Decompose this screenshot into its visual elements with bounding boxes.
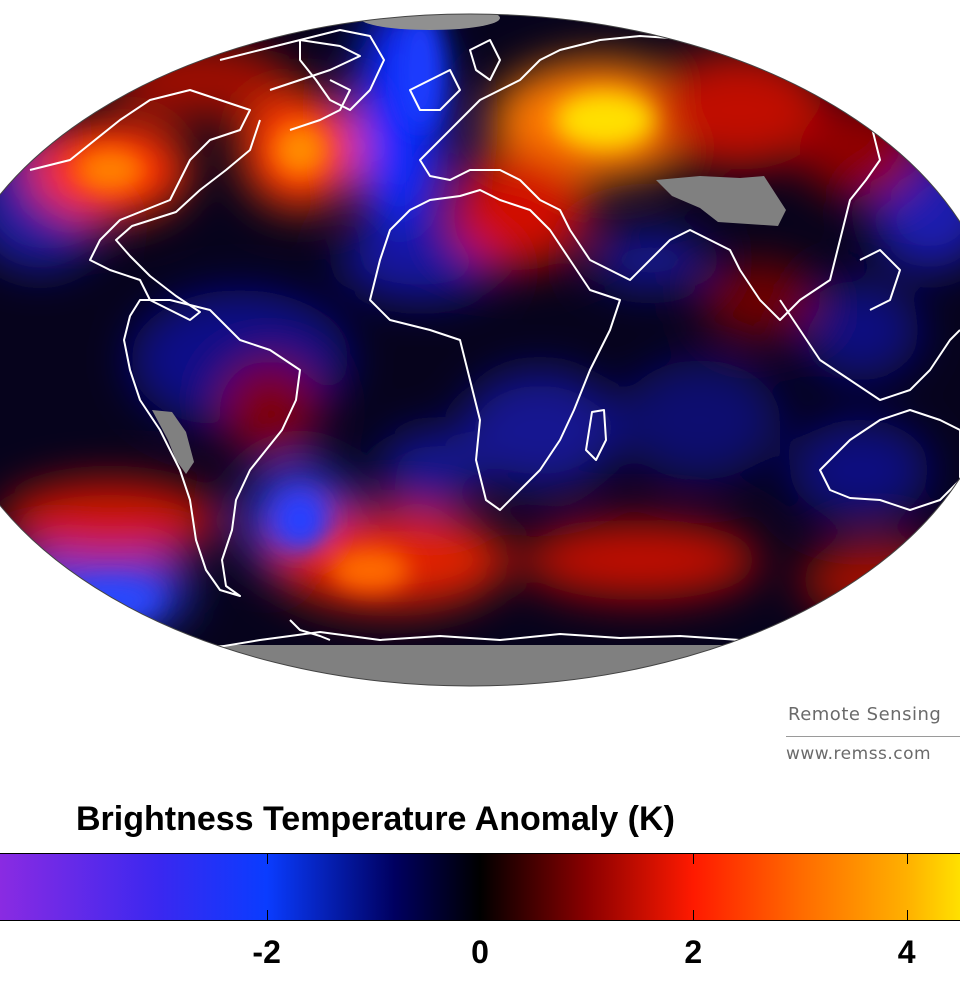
credit-divider xyxy=(786,736,960,737)
colorbar-tick-mark xyxy=(266,854,268,864)
colorbar-tick-label: 0 xyxy=(471,934,489,970)
colorbar-tick-label: 2 xyxy=(684,934,703,970)
colorbar-tick-mark xyxy=(693,854,695,864)
globe xyxy=(0,14,960,686)
colorbar-tick-mark xyxy=(480,854,481,864)
credit-organization: Remote Sensing xyxy=(788,704,942,725)
credit-website: www.remss.com xyxy=(786,744,932,764)
anomaly-hotspots xyxy=(60,14,655,620)
colorbar-tick-mark-bottom xyxy=(906,910,908,920)
colorbar-title: Brightness Temperature Anomaly (K) xyxy=(76,800,675,838)
colorbar xyxy=(0,853,960,921)
colorbar-tick-mark-bottom xyxy=(266,910,268,920)
globe-outline xyxy=(0,13,960,687)
colorbar-tick-mark xyxy=(906,854,908,864)
colorbar-tick-mark-bottom xyxy=(693,910,695,920)
colorbar-tick-label: 4 xyxy=(897,934,916,970)
colorbar-tick-label: -2 xyxy=(252,934,281,970)
map-svg xyxy=(0,13,960,687)
colorbar-tick-mark-bottom xyxy=(480,910,481,920)
anomaly-map xyxy=(0,13,960,687)
